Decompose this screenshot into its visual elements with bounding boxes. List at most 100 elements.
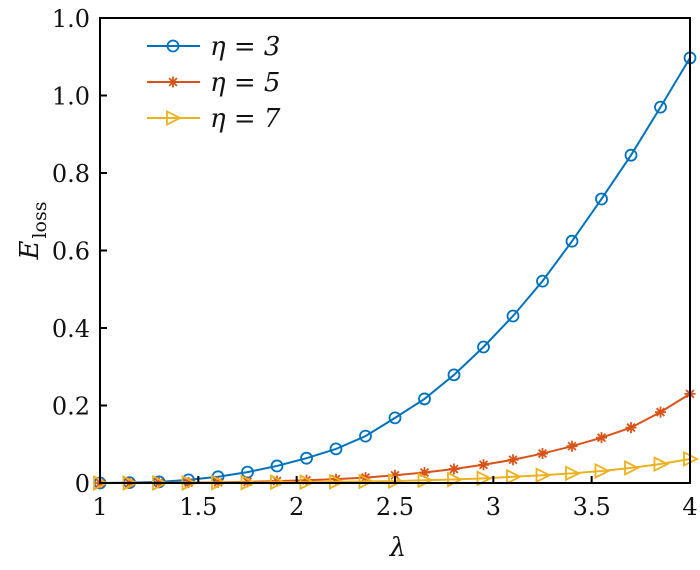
data-point bbox=[594, 463, 611, 479]
asterisk-marker-icon bbox=[625, 422, 637, 434]
legend-item: η = 7 bbox=[147, 104, 281, 134]
x-tick-label: 4 bbox=[682, 493, 697, 521]
data-point bbox=[329, 473, 346, 490]
data-point bbox=[506, 309, 520, 323]
data-point bbox=[477, 340, 490, 354]
circle-marker-icon bbox=[270, 459, 284, 473]
asterisk-marker-icon bbox=[389, 469, 401, 481]
y-tick-label: 0.4 bbox=[52, 315, 90, 343]
circle-marker-icon bbox=[329, 442, 343, 456]
data-point bbox=[389, 469, 401, 481]
y-tick-label: 1.0 bbox=[52, 83, 90, 111]
asterisk-marker-icon bbox=[507, 454, 519, 466]
data-point bbox=[624, 459, 641, 476]
circle-marker-icon bbox=[477, 340, 490, 354]
data-point bbox=[625, 422, 637, 434]
data-point bbox=[478, 459, 489, 471]
x-tick-label: 1 bbox=[92, 493, 107, 521]
data-point bbox=[536, 274, 549, 288]
y-axis-label-sub: loss bbox=[29, 201, 51, 238]
triangle-marker-icon bbox=[653, 456, 670, 472]
y-tick-label: 0.8 bbox=[52, 160, 90, 188]
y-axis-label-main: E bbox=[15, 240, 45, 260]
circle-marker-icon bbox=[359, 429, 372, 443]
data-point bbox=[419, 467, 430, 479]
circle-marker-icon bbox=[624, 148, 638, 162]
data-point bbox=[654, 100, 667, 114]
series-line bbox=[99, 57, 691, 484]
data-point bbox=[535, 467, 552, 484]
data-point bbox=[270, 459, 284, 473]
x-tick-label: 1.5 bbox=[179, 493, 217, 521]
circle-marker-icon bbox=[595, 192, 608, 206]
triangle-marker-icon bbox=[565, 465, 582, 482]
asterisk-marker-icon bbox=[301, 474, 312, 486]
asterisk-marker-icon bbox=[419, 467, 430, 479]
triangle-marker-icon bbox=[506, 468, 523, 485]
data-point bbox=[596, 432, 607, 444]
legend-label: η = 5 bbox=[210, 68, 280, 98]
legend-item: η = 3 bbox=[147, 32, 280, 62]
triangle-marker-icon bbox=[594, 463, 611, 479]
x-tick-label: 3 bbox=[486, 493, 501, 521]
triangle-marker-icon bbox=[166, 110, 183, 126]
triangle-marker-icon bbox=[476, 470, 493, 487]
asterisk-marker-icon bbox=[448, 463, 460, 475]
data-point bbox=[507, 454, 519, 466]
data-point bbox=[624, 148, 638, 162]
data-point bbox=[448, 463, 460, 475]
legend-item: η = 5 bbox=[147, 68, 280, 98]
data-point bbox=[566, 440, 578, 452]
triangle-marker-icon bbox=[624, 459, 641, 476]
circle-marker-icon bbox=[536, 274, 549, 288]
data-point bbox=[300, 451, 313, 465]
y-tick-label: 0 bbox=[75, 470, 90, 498]
circle-marker-icon bbox=[447, 368, 461, 382]
asterisk-marker-icon bbox=[271, 475, 283, 487]
data-point bbox=[301, 474, 312, 486]
circle-marker-icon bbox=[418, 392, 431, 406]
asterisk-marker-icon bbox=[167, 76, 179, 88]
asterisk-marker-icon bbox=[596, 432, 607, 444]
circle-marker-icon bbox=[506, 309, 520, 323]
data-point bbox=[653, 456, 670, 472]
asterisk-marker-icon bbox=[478, 459, 489, 471]
circle-marker-icon bbox=[300, 451, 313, 465]
circle-marker-icon bbox=[388, 411, 402, 425]
legend-marker bbox=[166, 110, 183, 126]
data-point bbox=[537, 448, 548, 460]
triangle-marker-icon bbox=[329, 473, 346, 490]
data-point bbox=[329, 442, 343, 456]
y-axis-label: E loss bbox=[15, 201, 51, 260]
data-point bbox=[506, 468, 523, 485]
y-tick-label: 1.0 bbox=[52, 5, 90, 33]
asterisk-marker-icon bbox=[537, 448, 548, 460]
y-tick-label: 0.2 bbox=[52, 393, 90, 421]
data-point bbox=[418, 392, 431, 406]
legend-label: η = 7 bbox=[210, 104, 281, 134]
data-point bbox=[447, 368, 461, 382]
legend-marker bbox=[167, 76, 179, 88]
data-point bbox=[359, 429, 372, 443]
y-tick-label: 0.6 bbox=[52, 238, 90, 266]
legend: η = 3 η = 5 η = 7 bbox=[147, 32, 281, 134]
circle-marker-icon bbox=[166, 39, 180, 53]
data-point bbox=[565, 234, 579, 248]
x-tick-label: 2.5 bbox=[376, 493, 414, 521]
data-point bbox=[388, 411, 402, 425]
data-point bbox=[655, 406, 666, 418]
x-axis-label: λ bbox=[389, 533, 406, 563]
data-point bbox=[565, 465, 582, 482]
triangle-marker-icon bbox=[535, 467, 552, 484]
asterisk-marker-icon bbox=[566, 440, 578, 452]
x-tick-label: 2 bbox=[289, 493, 304, 521]
x-tick-label: 3.5 bbox=[573, 493, 611, 521]
legend-marker bbox=[166, 39, 180, 53]
legend-label: η = 3 bbox=[210, 32, 280, 62]
circle-marker-icon bbox=[654, 100, 667, 114]
data-point bbox=[358, 473, 375, 490]
circle-marker-icon bbox=[565, 234, 579, 248]
data-point bbox=[595, 192, 608, 206]
